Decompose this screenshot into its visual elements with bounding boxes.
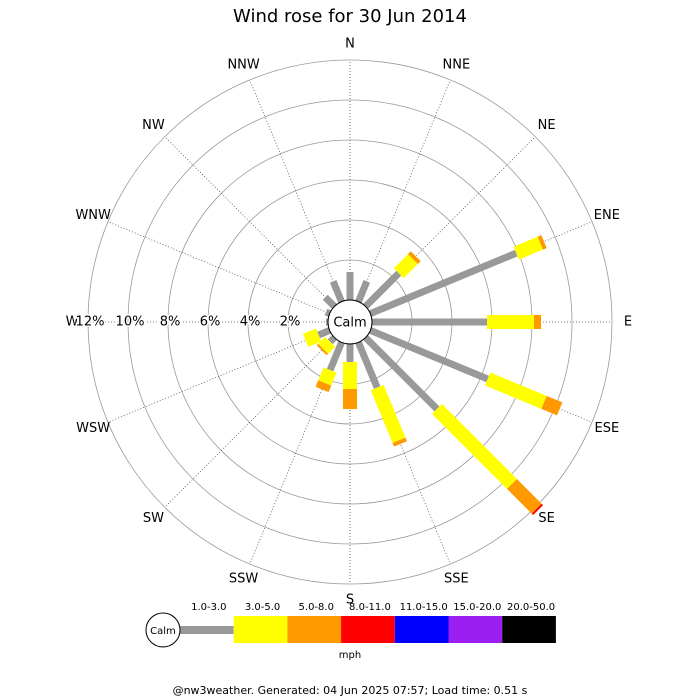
spoke: [358, 79, 451, 302]
bar-segment: [370, 384, 406, 443]
calm-label: Calm: [333, 316, 366, 331]
bar-segment: [368, 249, 518, 317]
bar-segment: [363, 335, 440, 412]
direction-label: NE: [538, 118, 556, 133]
bar-segment: [318, 367, 337, 386]
bar-segment: [393, 254, 418, 279]
bar-segment: [506, 478, 542, 514]
bar-segment: [537, 235, 547, 250]
bar-segment: [368, 327, 489, 383]
legend-calm: [145, 612, 181, 648]
bar-segment: [432, 404, 517, 489]
spoke: [164, 337, 335, 508]
legend-swatch: [180, 626, 234, 634]
legend-label: 11.0-15.0: [400, 602, 448, 613]
direction-label: SE: [538, 511, 554, 526]
legend-label: 1.0-3.0: [191, 602, 226, 613]
legend-label: 8.0-11.0: [349, 602, 391, 613]
bar-segment: [329, 280, 345, 304]
legend-label: 5.0-8.0: [299, 602, 334, 613]
bar-segment: [355, 280, 371, 304]
footer: @nw3weather. Generated: 04 Jun 2025 07:5…: [173, 684, 528, 697]
bar-segment: [324, 308, 332, 317]
spoke: [164, 136, 335, 307]
bar-segment: [355, 340, 381, 389]
direction-label: ESE: [594, 421, 619, 436]
spoke: [107, 221, 330, 314]
direction-label: SSW: [229, 571, 259, 586]
ring-label: 8%: [160, 315, 181, 330]
ring-label: 6%: [200, 315, 221, 330]
direction-label: S: [346, 593, 354, 608]
direction-label: NW: [142, 118, 165, 133]
direction-label: NNW: [227, 58, 259, 73]
legend-swatch: [341, 616, 395, 643]
direction-label: W: [66, 315, 79, 330]
legend-label: 3.0-5.0: [245, 602, 280, 613]
bar-segment: [513, 236, 543, 260]
ring-label: 10%: [116, 315, 145, 330]
bar-segment: [407, 251, 421, 265]
direction-label: E: [624, 315, 632, 330]
bar-segment: [392, 437, 407, 447]
direction-label: WSW: [76, 421, 110, 436]
bar-segment: [317, 327, 332, 339]
direction-label: WNW: [75, 208, 111, 223]
grid-ring: [87, 59, 613, 585]
direction-label: NNE: [443, 58, 471, 73]
legend-swatch: [394, 616, 449, 643]
legend-swatch: [233, 616, 288, 643]
bar-segment: [315, 380, 332, 393]
legend-calm-label: Calm: [150, 626, 176, 637]
bar-segment: [363, 270, 402, 309]
spoke: [249, 79, 342, 302]
direction-label: SSE: [444, 571, 469, 586]
direction-label: SW: [143, 511, 164, 526]
spoke: [107, 330, 330, 423]
ring-label: 2%: [280, 315, 301, 330]
bar-segment: [484, 372, 547, 409]
ring-label: 12%: [76, 315, 105, 330]
bar-segment: [316, 343, 329, 356]
direction-label: ENE: [594, 208, 620, 223]
legend-swatch: [502, 616, 556, 643]
direction-label: N: [345, 37, 355, 52]
legend-swatch: [448, 616, 503, 643]
legend-swatch: [287, 616, 342, 643]
calm-circle: [327, 299, 373, 345]
grid-ring: [127, 99, 573, 545]
bar-segment: [531, 503, 544, 516]
bar-segment: [322, 294, 337, 309]
legend-label: 20.0-50.0: [507, 602, 555, 613]
ring-label: 4%: [240, 315, 261, 330]
bar-segment: [327, 335, 337, 345]
bar-segment: [302, 328, 322, 347]
bar-segment: [326, 340, 345, 372]
chart-title: Wind rose for 30 Jun 2014: [233, 6, 467, 27]
unit-label: mph: [339, 650, 361, 661]
legend-label: 15.0-20.0: [453, 602, 501, 613]
bar-segment: [318, 336, 336, 354]
bar-segment: [541, 395, 563, 416]
